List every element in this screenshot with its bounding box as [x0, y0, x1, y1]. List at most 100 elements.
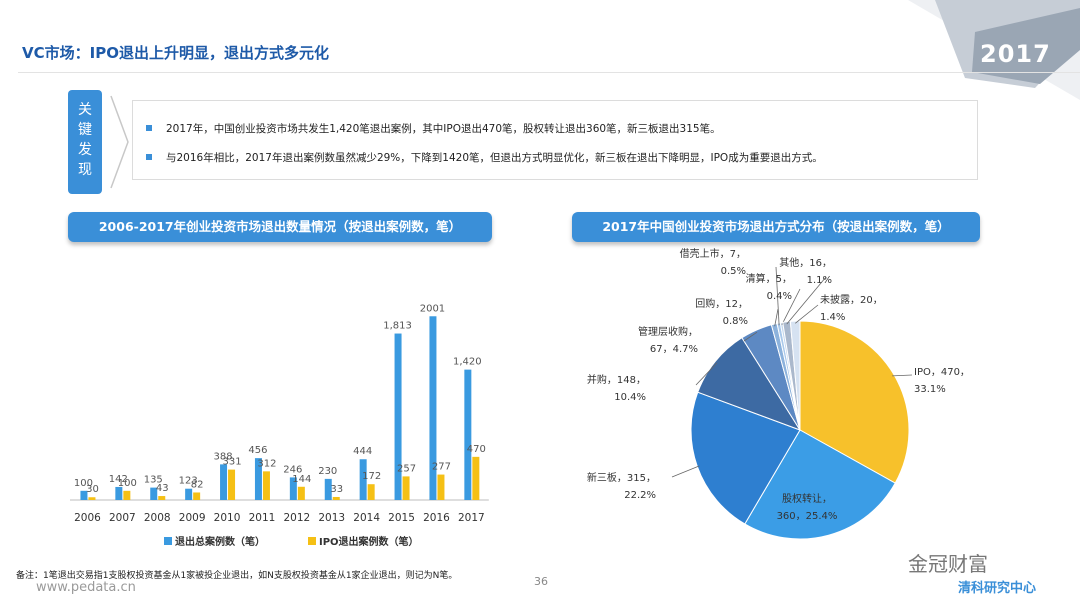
key-findings-char: 现 [78, 162, 92, 178]
leader-line [775, 266, 780, 326]
slice-label: 回购，12， 0.8% [695, 297, 748, 327]
pie-chart: IPO，470， 33.1% 股权转让， 360，25.4% 新三板，315， 22.2%… [587, 247, 970, 540]
pie-slice [799, 320, 910, 484]
data-label-ipo: 277 [432, 462, 451, 473]
x-tick-label: 2006 [74, 512, 101, 524]
leader-line [774, 308, 779, 327]
chevron-right-icon [110, 95, 129, 189]
bar-total [150, 487, 158, 500]
slice-label-line: 其他，16， [779, 256, 832, 269]
page-number: 36 [534, 575, 548, 588]
data-label-total: 100 [74, 478, 93, 489]
key-findings-char: 键 [78, 122, 92, 138]
pie-chart-title: 2017年中国创业投资市场退出方式分布（按退出案例数，笔） [572, 212, 980, 242]
x-tick-label: 2007 [109, 512, 136, 524]
pie-slice [744, 429, 896, 540]
bar-ipo [367, 484, 375, 500]
data-label-ipo: 312 [257, 458, 276, 469]
x-tick-label: 2009 [179, 512, 206, 524]
year-badge: 2017 [980, 40, 1051, 68]
slice-label-line: IPO，470， [914, 367, 970, 378]
slice-label: 清算，5， 0.4% [746, 272, 792, 302]
pie-slice [789, 320, 801, 431]
bar-total [254, 458, 262, 500]
data-label-total: 456 [248, 445, 267, 456]
slice-label-line: 股权转让， [782, 492, 832, 505]
bar-ipo [88, 497, 96, 500]
x-tick-label: 2017 [458, 512, 485, 524]
bar-total [429, 316, 437, 500]
bar-total [394, 333, 402, 500]
data-label-ipo: 82 [191, 479, 204, 490]
finding-item: 与2016年相比，2017年退出案例数虽然减少29%，下降到1420笔，但退出方… [146, 150, 823, 165]
x-tick-label: 2008 [144, 512, 171, 524]
leader-line [695, 362, 718, 386]
slice-label: 管理层收购， 67，4.7% [638, 325, 698, 355]
data-label-total: 123 [179, 476, 198, 487]
website-link[interactable]: www.pedata.cn [36, 580, 136, 595]
finding-item: 2017年，中国创业投资市场共发生1,420笔退出案例，其中IPO退出470笔，… [146, 121, 721, 136]
leader-line [671, 465, 700, 478]
data-label-total: 230 [318, 466, 337, 477]
data-label-total: 2001 [420, 303, 445, 314]
x-tick-label: 2012 [283, 512, 310, 524]
data-label-ipo: 144 [292, 474, 311, 485]
slice-label-line: 360，25.4% [777, 511, 838, 522]
slice-label-line: 新三板，315， [587, 471, 656, 484]
legend-swatch-total [164, 537, 172, 545]
bar-total [115, 486, 123, 500]
slice-label-line: 67，4.7% [650, 344, 698, 355]
data-label-ipo: 30 [86, 484, 99, 495]
bar-total [289, 477, 297, 500]
legend-label-ipo: IPO退出案例数（笔） [319, 535, 419, 548]
page-title: VC市场：IPO退出上升明显，退出方式多元化 [22, 44, 329, 62]
bar-total [80, 490, 88, 500]
data-label-ipo: 100 [118, 478, 137, 489]
bullet-square-icon [146, 125, 152, 131]
data-label-ipo: 257 [397, 463, 416, 474]
bar-ipo [228, 469, 236, 500]
bar-total [464, 369, 472, 500]
data-label-total: 1,813 [383, 321, 412, 332]
slice-label-line: 借壳上市，7， [680, 247, 746, 260]
data-label-total: 444 [353, 446, 372, 457]
slice-label-line: 管理层收购， [638, 325, 698, 338]
data-label-ipo: 331 [223, 457, 242, 468]
x-tick-label: 2013 [318, 512, 345, 524]
slice-label-line: 未披露，20， [820, 293, 883, 306]
bar-ipo [158, 496, 166, 500]
data-label-ipo: 470 [467, 444, 486, 455]
data-label-ipo: 43 [156, 483, 169, 494]
key-findings-char: 发 [78, 142, 92, 158]
bar-total [324, 478, 332, 500]
slice-label-line: 回购，12， [695, 297, 748, 310]
data-label-ipo: 33 [330, 484, 343, 495]
data-label-total: 246 [283, 464, 302, 475]
bar-chart-title: 2006-2017年创业投资市场退出数量情况（按退出案例数，笔） [68, 212, 492, 242]
slice-label-line: 22.2% [624, 490, 656, 501]
watermark-subtitle: 清科研究中心 [958, 581, 1037, 596]
bar-ipo [472, 456, 480, 500]
x-tick-label: 2010 [214, 512, 241, 524]
bar-ipo [402, 476, 410, 500]
leader-line [795, 304, 819, 324]
leader-line [781, 288, 801, 325]
bar-total [185, 488, 193, 500]
bar-ipo [262, 471, 270, 500]
slice-label-line: 1.4% [820, 312, 845, 323]
bar-ipo [332, 496, 340, 500]
bar-total [359, 459, 367, 500]
slice-label-line: 0.4% [767, 291, 792, 302]
slice-label: 股权转让， 360，25.4% [777, 492, 838, 522]
x-tick-label: 2014 [353, 512, 380, 524]
x-tick-label: 2015 [388, 512, 415, 524]
data-label-total: 388 [214, 451, 233, 462]
slice-label-line: 0.5% [721, 266, 746, 277]
slice-label: 未披露，20， 1.4% [820, 293, 883, 323]
key-findings-char: 关 [78, 102, 92, 118]
data-label-total: 1,420 [453, 357, 482, 368]
pie-slice [697, 337, 802, 431]
slice-label: 并购，148， 10.4% [587, 373, 646, 403]
footnote: 备注：1笔退出交易指1支股权投资基金从1家被投企业退出，如N支股权投资基金从1家… [16, 571, 458, 581]
bullet-square-icon [146, 154, 152, 160]
